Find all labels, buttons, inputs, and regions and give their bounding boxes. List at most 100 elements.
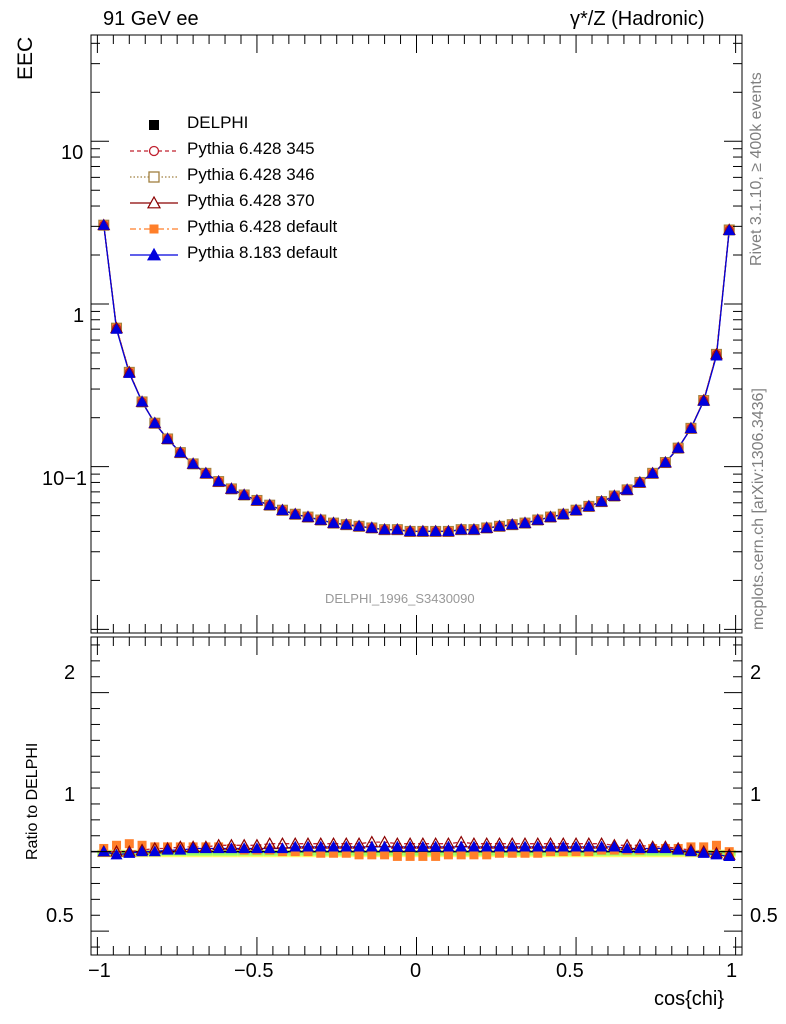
marker-p8def — [289, 508, 302, 519]
marker-p8def — [174, 446, 187, 458]
ratio-marker-p6def — [711, 840, 721, 850]
ratio-marker-p6def — [341, 848, 351, 858]
ratio-marker-p8def — [531, 840, 544, 852]
ratio-marker-p8def — [442, 840, 455, 852]
ratio-marker-p8def — [570, 840, 583, 852]
band-green-bin — [212, 850, 226, 856]
marker-p8def — [378, 523, 391, 535]
marker-p8def — [570, 503, 583, 515]
analysis-tag: DELPHI_1996_S3430090 — [325, 591, 475, 606]
marker-p8def — [110, 322, 123, 334]
marker-p8def — [710, 349, 723, 361]
marker-p8def — [391, 523, 404, 535]
marker-p8def — [684, 422, 697, 433]
ratio-marker-p8def — [391, 840, 404, 852]
ratio-marker-p6def — [558, 847, 568, 857]
ratio-marker-p8def — [557, 840, 570, 852]
ratio-marker-p8def — [544, 840, 557, 852]
marker-p8def — [633, 476, 646, 488]
ratio-marker-p8def — [301, 840, 315, 852]
ratio-marker-p6def — [329, 848, 339, 858]
ratio-marker-p8def — [455, 840, 468, 852]
ratio-marker-p6def — [290, 847, 300, 857]
ratio-marker-p8def — [110, 848, 123, 860]
data-markers — [97, 218, 736, 862]
ratio-marker-p6def — [520, 848, 530, 858]
marker-p8def — [442, 525, 455, 537]
x-tick-0: 0 — [410, 960, 422, 982]
ratio-marker-p8def — [263, 842, 276, 854]
marker-p8def — [276, 503, 289, 515]
ratio-marker-p8def — [710, 848, 723, 860]
ratio-marker-p6def — [456, 850, 466, 860]
ratio-tick-0p5-left: 0.5 — [46, 905, 74, 927]
marker-p8def — [187, 457, 200, 469]
marker-p8def — [531, 513, 544, 525]
ratio-marker-p6def — [431, 851, 441, 861]
marker-p8def — [225, 482, 238, 494]
marker-p8def — [314, 513, 327, 525]
marker-p8def — [506, 518, 519, 530]
marker-p8def — [327, 516, 340, 528]
marker-p8def — [480, 521, 493, 533]
x-tick-1: 1 — [726, 960, 738, 982]
ratio-marker-p8def — [148, 845, 161, 857]
ratio-marker-p8def — [493, 840, 506, 852]
x-tick-neg0p5: −0.5 — [234, 960, 274, 982]
marker-p8def — [672, 441, 685, 453]
legend-symbol-p346 — [148, 171, 160, 183]
marker-p8def — [518, 516, 532, 528]
ratio-marker-p6def — [124, 839, 134, 849]
ratio-marker-p6def — [507, 848, 517, 858]
ratio-marker-p8def — [697, 847, 710, 858]
ratio-marker-p8def — [659, 842, 672, 854]
model-lines — [91, 225, 742, 858]
marker-p8def — [136, 395, 149, 407]
ratio-marker-p6def — [392, 851, 402, 861]
ratio-marker-p8def — [633, 842, 646, 854]
ratio-marker-p8def — [289, 840, 302, 852]
ratio-marker-p6def — [405, 851, 415, 861]
ratio-marker-p8def — [595, 840, 608, 852]
axes-frame — [90, 34, 743, 956]
band-green-bin — [225, 850, 238, 856]
marker-p8def — [582, 500, 595, 511]
ratio-marker-p8def — [212, 842, 225, 854]
marker-p8def — [212, 475, 225, 487]
ratio-marker-p8def — [365, 840, 378, 852]
rivet-label: Rivet 3.1.10, ≥ 400k events — [748, 72, 765, 266]
marker-p8def — [467, 523, 480, 535]
y-axis-label-bottom: Ratio to DELPHI — [24, 742, 41, 860]
marker-p8def — [148, 416, 161, 428]
marker-p8def — [493, 520, 506, 531]
ratio-marker-p8def — [646, 842, 659, 854]
ratio-marker-p6def — [571, 847, 581, 857]
band-green-bin — [646, 850, 660, 856]
ratio-marker-p8def — [327, 840, 340, 852]
y-tick-label-1: 1 — [73, 305, 85, 327]
marker-p8def — [238, 488, 251, 500]
band-green-bin — [186, 850, 200, 856]
ratio-marker-p8def — [518, 840, 532, 852]
marker-p8def — [544, 510, 557, 522]
ratio-marker-p8def — [404, 840, 417, 852]
legend-symbol-p8def — [146, 247, 162, 261]
marker-p8def — [365, 521, 378, 533]
marker-p8def — [161, 432, 174, 444]
x-tick-0p5: 0.5 — [556, 960, 584, 982]
ratio-tick-0p5-right: 0.5 — [750, 905, 778, 927]
marker-p8def — [557, 508, 570, 519]
ratio-marker-p8def — [723, 850, 736, 862]
marker-p8def — [353, 520, 366, 531]
marker-p8def — [250, 494, 263, 506]
ratio-marker-p8def — [225, 842, 238, 854]
ratio-marker-p8def — [199, 842, 212, 854]
ratio-marker-p8def — [672, 843, 685, 855]
ratio-tick-2-left: 2 — [64, 662, 76, 684]
marker-p8def — [123, 367, 136, 378]
band-green-bin — [659, 850, 672, 856]
marker-p8def — [263, 498, 276, 510]
ratio-marker-p6def — [443, 850, 453, 860]
x-tick-neg1: −1 — [88, 960, 111, 982]
